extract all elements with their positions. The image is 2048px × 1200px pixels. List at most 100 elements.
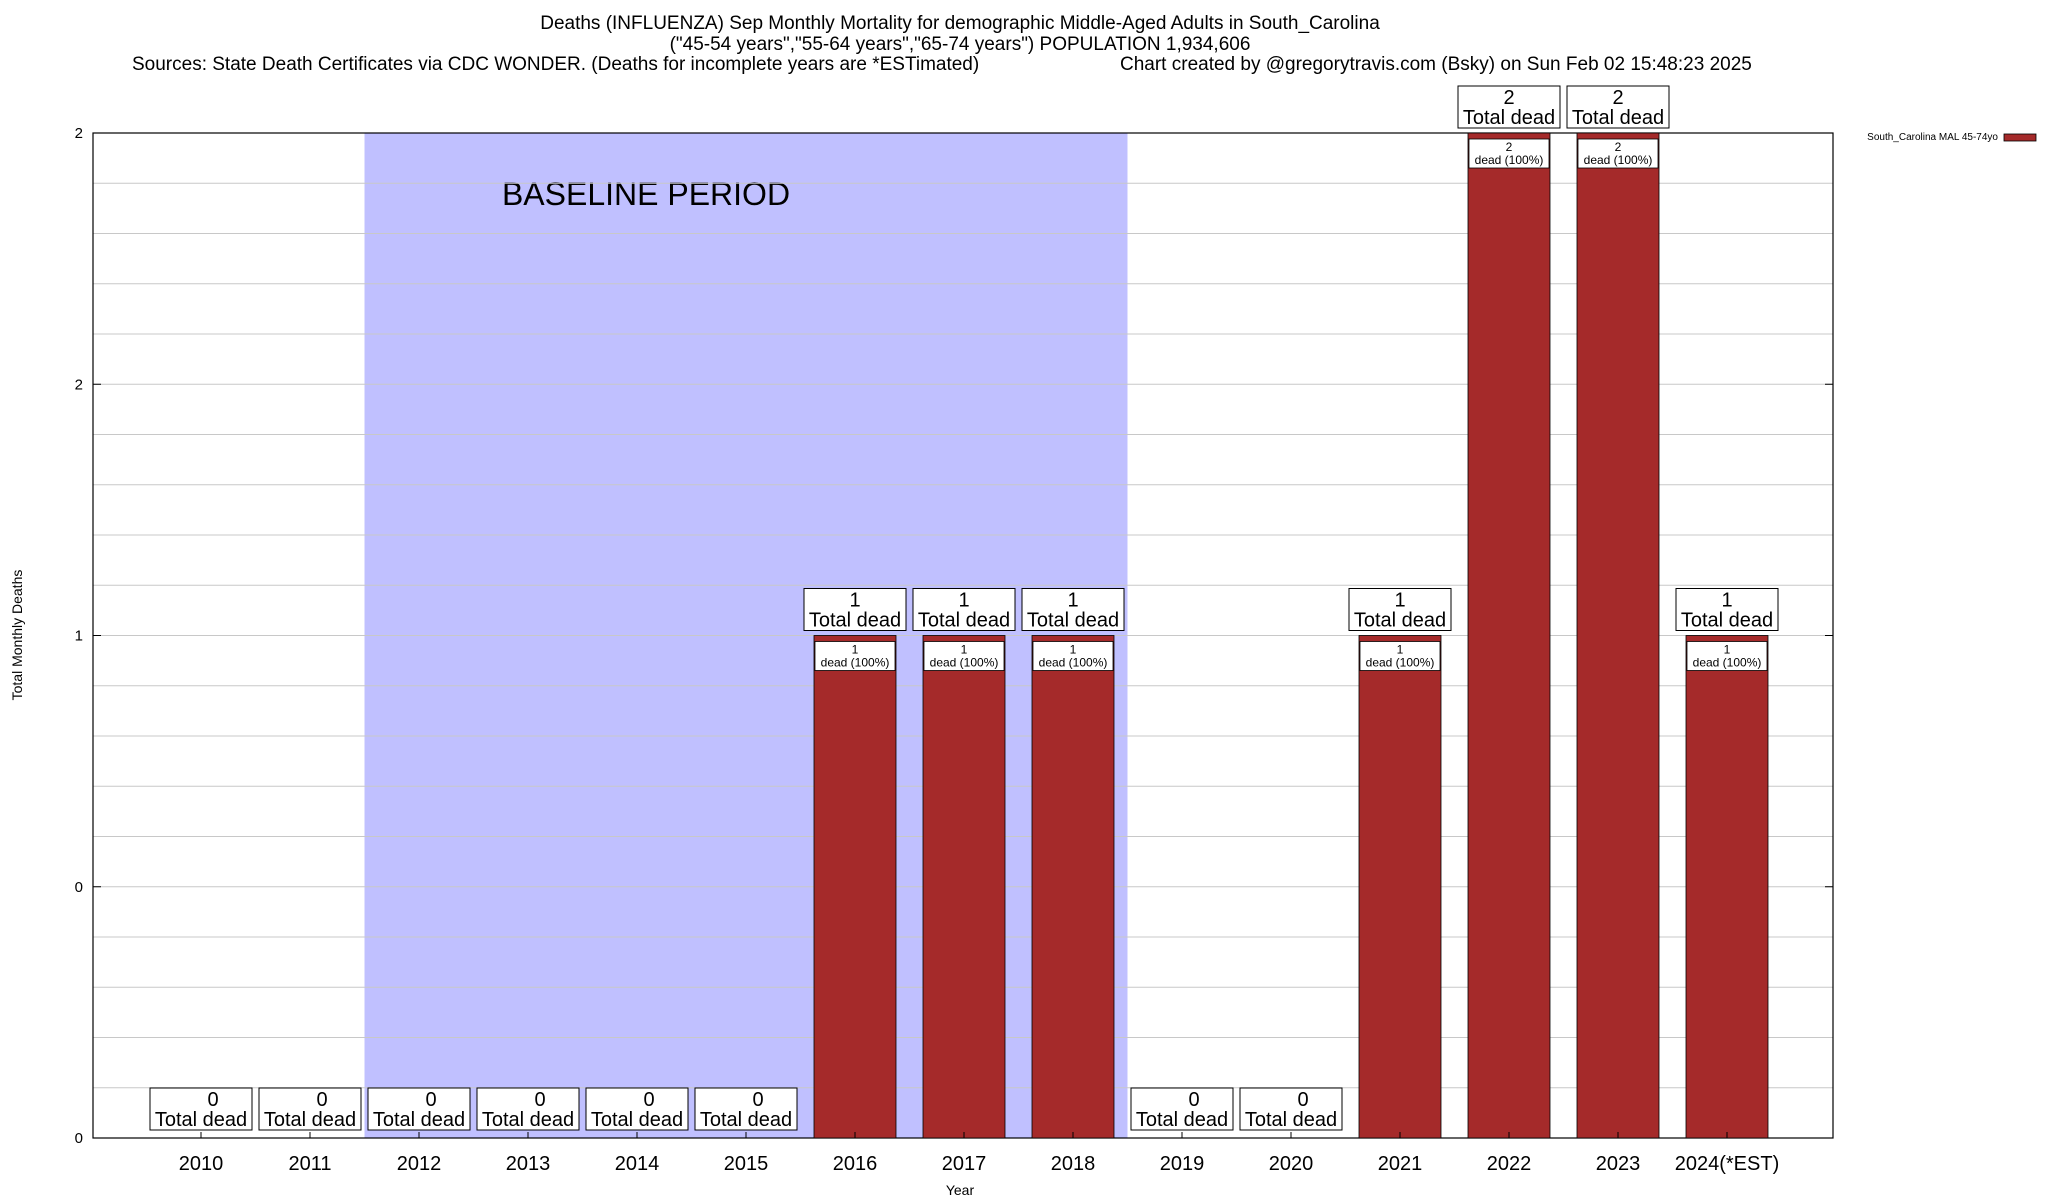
x-tick-label: 2014	[615, 1153, 660, 1175]
bar-inner-label-box	[1577, 138, 1659, 169]
bar	[1031, 635, 1115, 1139]
bar-inner-label-box	[814, 641, 896, 671]
total-dead-box	[476, 1087, 580, 1131]
bar	[1685, 635, 1769, 1139]
chart-credit: Chart created by @gregorytravis.com (Bsk…	[1120, 54, 1752, 75]
total-dead-box	[1457, 85, 1561, 129]
x-tick-label: 2012	[397, 1153, 442, 1175]
bar	[813, 635, 897, 1139]
bar-inner-label: dead (100%)	[821, 656, 890, 670]
total-dead-value: 2	[1503, 87, 1514, 109]
total-dead-box	[1566, 85, 1670, 129]
total-dead-box	[1675, 588, 1779, 631]
total-dead-label: Total dead	[264, 1109, 356, 1131]
total-dead-box	[149, 1087, 253, 1131]
bar-inner-label: dead (100%)	[1693, 656, 1762, 670]
bar-inner-label-box	[1359, 641, 1441, 671]
bar-inner-label-box	[923, 641, 1005, 671]
sources-note: Sources: State Death Certificates via CD…	[132, 54, 980, 75]
total-dead-label: Total dead	[1245, 1109, 1337, 1131]
bar-inner-label: dead (100%)	[1584, 153, 1653, 167]
x-tick-label: 2024(*EST)	[1675, 1153, 1780, 1175]
x-tick-label: 2023	[1596, 1153, 1641, 1175]
total-dead-label: Total dead	[700, 1109, 792, 1131]
bar	[1576, 132, 1660, 1139]
total-dead-label: Total dead	[1463, 107, 1555, 129]
x-tick-label: 2018	[1051, 1153, 1096, 1175]
x-tick-label: 2020	[1269, 1153, 1314, 1175]
bar-inner-label-box	[1032, 641, 1114, 671]
legend-swatch	[2003, 133, 2037, 142]
x-tick-label: 2013	[506, 1153, 551, 1175]
total-dead-value: 0	[643, 1089, 654, 1111]
total-dead-box	[1239, 1087, 1343, 1131]
total-dead-box	[1348, 588, 1452, 631]
total-dead-label: Total dead	[1681, 610, 1773, 632]
total-dead-label: Total dead	[1027, 610, 1119, 632]
total-dead-value: 0	[425, 1089, 436, 1111]
total-dead-label: Total dead	[1354, 610, 1446, 632]
total-dead-box	[367, 1087, 471, 1131]
total-dead-value: 0	[207, 1089, 218, 1111]
total-dead-value: 1	[958, 590, 969, 612]
total-dead-value: 0	[1297, 1089, 1308, 1111]
y-tick-label: 2	[75, 376, 83, 393]
bar-inner-value: 1	[1070, 643, 1077, 657]
total-dead-label: Total dead	[591, 1109, 683, 1131]
x-tick-label: 2015	[724, 1153, 769, 1175]
y-tick-label: 0	[75, 1130, 83, 1147]
chart-title: Deaths (INFLUENZA) Sep Monthly Mortality…	[540, 13, 1380, 34]
bar-inner-value: 2	[1615, 140, 1622, 154]
bar-inner-value: 1	[1397, 643, 1404, 657]
total-dead-box	[585, 1087, 689, 1131]
total-dead-label: Total dead	[482, 1109, 574, 1131]
total-dead-value: 0	[1188, 1089, 1199, 1111]
bar-inner-value: 1	[852, 643, 859, 657]
total-dead-box	[258, 1087, 362, 1131]
total-dead-label: Total dead	[809, 610, 901, 632]
total-dead-value: 0	[534, 1089, 545, 1111]
y-tick-label: 1	[75, 628, 83, 645]
bar	[1467, 132, 1551, 1139]
bar-inner-value: 1	[1724, 643, 1731, 657]
bar-inner-label: dead (100%)	[1475, 153, 1544, 167]
total-dead-box	[694, 1087, 798, 1131]
y-tick-label: 0	[75, 879, 83, 896]
x-tick-label: 2021	[1378, 1153, 1423, 1175]
x-axis-label: Year	[945, 1182, 975, 1198]
y-tick-label: 2	[75, 125, 83, 142]
x-tick-label: 2019	[1160, 1153, 1205, 1175]
total-dead-box	[1130, 1087, 1234, 1131]
bar-inner-label: dead (100%)	[1039, 656, 1108, 670]
total-dead-label: Total dead	[1136, 1109, 1228, 1131]
baseline-period-label: BASELINE PERIOD	[502, 176, 790, 212]
total-dead-value: 1	[849, 590, 860, 612]
x-tick-label: 2016	[833, 1153, 878, 1175]
total-dead-label: Total dead	[918, 610, 1010, 632]
total-dead-box	[803, 588, 907, 631]
chart-subtitle: ("45-54 years","55-64 years","65-74 year…	[669, 34, 1251, 55]
total-dead-value: 1	[1067, 590, 1078, 612]
bar-inner-value: 1	[961, 643, 968, 657]
total-dead-value: 2	[1612, 87, 1623, 109]
bar	[1358, 635, 1442, 1139]
bar-inner-label: dead (100%)	[1366, 656, 1435, 670]
total-dead-box	[1021, 588, 1125, 631]
total-dead-value: 0	[316, 1089, 327, 1111]
bar-inner-label: dead (100%)	[930, 656, 999, 670]
legend-label: South_Carolina MAL 45-74yo	[1867, 132, 1998, 143]
total-dead-value: 1	[1721, 590, 1732, 612]
total-dead-box	[912, 588, 1016, 631]
total-dead-value: 1	[1394, 590, 1405, 612]
total-dead-value: 0	[752, 1089, 763, 1111]
x-tick-label: 2010	[179, 1153, 224, 1175]
bar-inner-label-box	[1686, 641, 1768, 671]
total-dead-label: Total dead	[155, 1109, 247, 1131]
bar-inner-value: 2	[1506, 140, 1513, 154]
bar	[922, 635, 1006, 1139]
x-tick-label: 2022	[1487, 1153, 1532, 1175]
x-tick-label: 2017	[942, 1153, 987, 1175]
total-dead-label: Total dead	[373, 1109, 465, 1131]
